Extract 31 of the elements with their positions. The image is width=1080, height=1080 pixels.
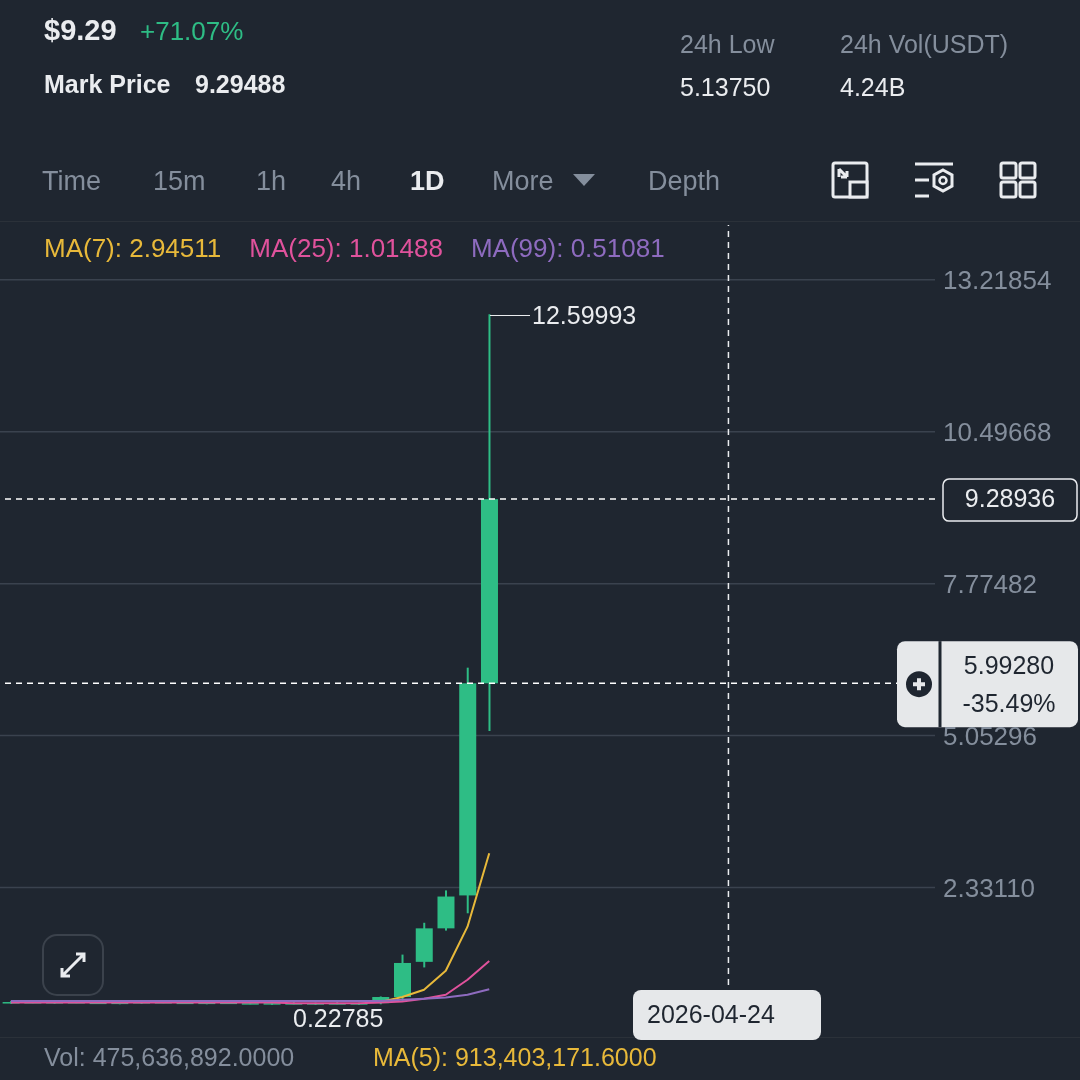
text: MA(25): 1.01488 [249, 233, 443, 264]
y-tick-label: 7.77482 [943, 568, 1037, 599]
text: 4h [331, 166, 362, 197]
text: 24h Low [680, 30, 775, 59]
text: 4.24B [840, 73, 906, 102]
annotation: 12.59993 [532, 301, 637, 330]
text: 9.29488 [195, 70, 286, 99]
ref-line-label: 5.99280 [963, 650, 1055, 679]
text: 15m [153, 166, 206, 197]
text: 5.13750 [680, 73, 771, 102]
text: 1h [256, 166, 287, 197]
text: 24h Vol(USDT) [840, 30, 1009, 59]
text: MA(99): 0.51081 [470, 233, 665, 264]
annotation: 0.22785 [293, 1004, 384, 1033]
y-tick-label: 10.49668 [943, 416, 1052, 447]
y-tick-label: 13.21854 [943, 265, 1052, 296]
text: MA(5): 913,403,171.6000 [373, 1043, 657, 1072]
text: Depth [648, 166, 721, 197]
text: $9.29 [44, 14, 117, 47]
text: Vol: 475,636,892.0000 [44, 1043, 295, 1072]
text: +71.07% [140, 16, 244, 47]
y-tick-label: 5.05296 [943, 720, 1037, 751]
y-tick-label: 2.33110 [943, 872, 1036, 903]
text: MA(7): 2.94511 [44, 233, 222, 264]
text: -35.49% [962, 688, 1056, 717]
text: Time [42, 166, 101, 197]
text: 1D [410, 166, 445, 197]
annotation: 2026-04-24 [647, 1000, 775, 1029]
ref-line-label: 9.28936 [964, 483, 1056, 512]
text: More [492, 166, 554, 197]
text: Mark Price [44, 70, 171, 99]
